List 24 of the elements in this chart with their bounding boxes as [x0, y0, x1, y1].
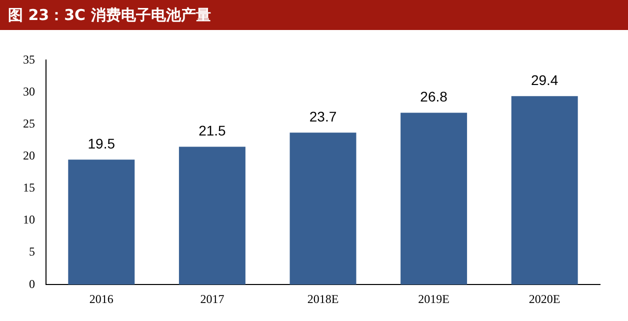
bar — [290, 132, 356, 285]
x-tick-label: 2019E — [418, 292, 450, 306]
y-tick-label: 30 — [23, 84, 35, 98]
y-tick-label: 20 — [23, 148, 35, 163]
data-label: 19.5 — [88, 135, 116, 152]
y-tick-label: 25 — [23, 116, 35, 130]
x-tick-label: 2017 — [200, 292, 224, 306]
data-label: 21.5 — [198, 122, 226, 139]
data-label: 26.8 — [420, 88, 448, 105]
data-label: 23.7 — [309, 108, 337, 125]
x-tick-label: 2016 — [89, 292, 114, 306]
bar — [178, 146, 246, 285]
y-tick-label: 15 — [23, 180, 35, 195]
data-label: 29.4 — [530, 72, 558, 88]
y-tick-label: 35 — [23, 52, 35, 66]
x-tick-label: 2018E — [307, 292, 339, 306]
bar — [511, 96, 578, 285]
y-tick-label: 0 — [29, 276, 35, 291]
bar — [400, 112, 468, 285]
y-tick-label: 5 — [29, 244, 35, 259]
y-tick-label: 10 — [23, 212, 35, 227]
bar — [68, 160, 135, 285]
x-tick-label: 2020E — [528, 292, 560, 306]
chart-title: 图 23：3C 消费电子电池产量 — [0, 0, 628, 30]
